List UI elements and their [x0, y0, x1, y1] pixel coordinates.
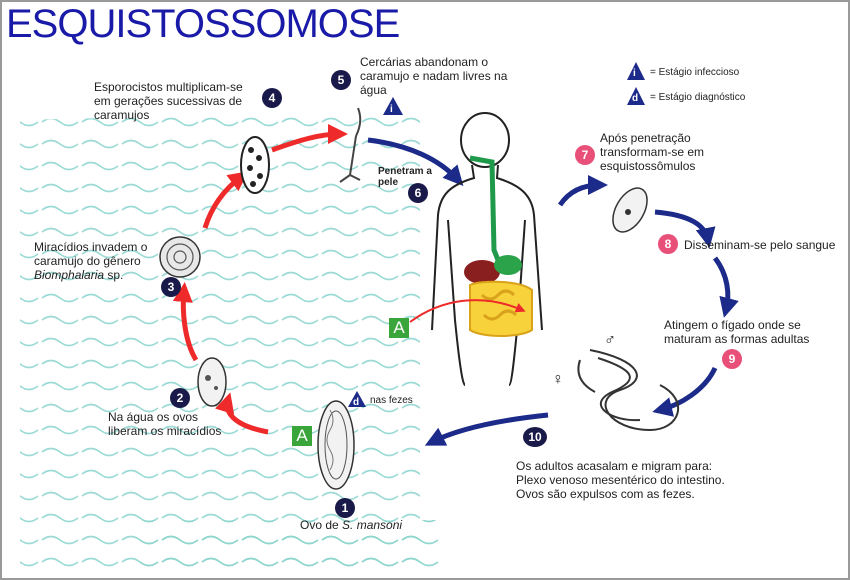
step-6-badge: 6 — [408, 183, 428, 203]
arrow-sporocyst-to-cercaria — [271, 124, 348, 153]
arrow-blood-to-liver — [712, 256, 739, 318]
infective-stage-icon — [627, 62, 645, 80]
feces-label: nas fezes — [370, 395, 413, 406]
step-5-badge: 5 — [331, 70, 351, 90]
esophagus-drawing — [469, 155, 503, 266]
cercaria-infective-icon — [383, 97, 403, 115]
step-1-badge: 1 — [335, 498, 355, 518]
step-8-badge: 8 — [658, 234, 678, 254]
adult-worms-drawing — [577, 349, 680, 432]
step-10-badge: 10 — [523, 427, 547, 447]
snail-drawing — [159, 236, 201, 278]
step-6-text: Penetram a pele — [378, 166, 432, 188]
arrow-adults-to-egg — [424, 412, 549, 446]
schistosomulum-drawing — [612, 187, 648, 233]
step-9-badge: 9 — [722, 349, 742, 369]
arrow-cercaria-to-human — [367, 137, 464, 186]
step-7-text: Após penetração transformam-se em esquis… — [600, 131, 705, 173]
step-7-badge: 7 — [575, 145, 595, 165]
intestine-drawing — [469, 280, 533, 337]
marker-A-egg: A — [292, 426, 312, 446]
page-title: ESQUISTOSSOMOSE — [6, 2, 400, 46]
arrow-schistosomula-to-blood — [654, 209, 716, 248]
arrow-miracidia-to-snail — [172, 282, 199, 362]
step-2-badge: 2 — [170, 388, 190, 408]
step-4-text: Esporocistos multiplicam-se em gerações … — [94, 80, 243, 122]
step-5-text: Cercárias abandonam o caramujo e nadam l… — [360, 55, 508, 97]
legend-diagnostic-symbol: d — [632, 93, 639, 104]
feces-diagnostic-symbol: d — [353, 397, 360, 408]
arrow-liver-to-adults — [652, 366, 718, 417]
legend-infective-symbol: i — [633, 68, 636, 79]
egg-drawing — [317, 400, 355, 490]
feces-diagnostic-icon — [348, 391, 366, 407]
human-body-drawing — [431, 112, 543, 386]
arrow-egg-to-miracidia — [214, 392, 269, 435]
legend-diagnostic-label: = Estágio diagnóstico — [650, 92, 746, 103]
step-4-badge: 4 — [262, 88, 282, 108]
marker-A-intestine: A — [389, 318, 409, 338]
arrow-A-to-intestine — [409, 299, 526, 323]
step-3-text: Miracídios invadem o caramujo do gênero … — [34, 240, 148, 282]
liver-drawing — [464, 260, 500, 284]
cercaria-infective-symbol: i — [390, 104, 393, 115]
sporocyst-drawing — [240, 136, 270, 194]
diagnostic-stage-icon — [627, 87, 645, 105]
cercaria-drawing — [339, 107, 362, 183]
step-2-text: Na água os ovos liberam os miracídios — [108, 410, 222, 438]
arrow-snail-to-sporocyst — [202, 171, 249, 229]
step-3-badge: 3 — [161, 277, 181, 297]
male-symbol: ♂ — [604, 332, 616, 349]
miracidium-drawing — [197, 357, 227, 407]
female-symbol: ♀ — [552, 371, 564, 388]
step-10-text: Os adultos acasalam e migram para: Plexo… — [516, 459, 725, 501]
step-1-text: Ovo de S. mansoni — [300, 518, 403, 532]
stomach-drawing — [494, 255, 522, 275]
legend-infective-label: = Estágio infeccioso — [650, 67, 740, 78]
step-9-text: Atingem o fígado onde se maturam as form… — [664, 318, 810, 346]
arrow-human-to-schistosomula — [557, 175, 608, 207]
step-8-text: Disseminam-se pelo sangue — [684, 238, 836, 252]
